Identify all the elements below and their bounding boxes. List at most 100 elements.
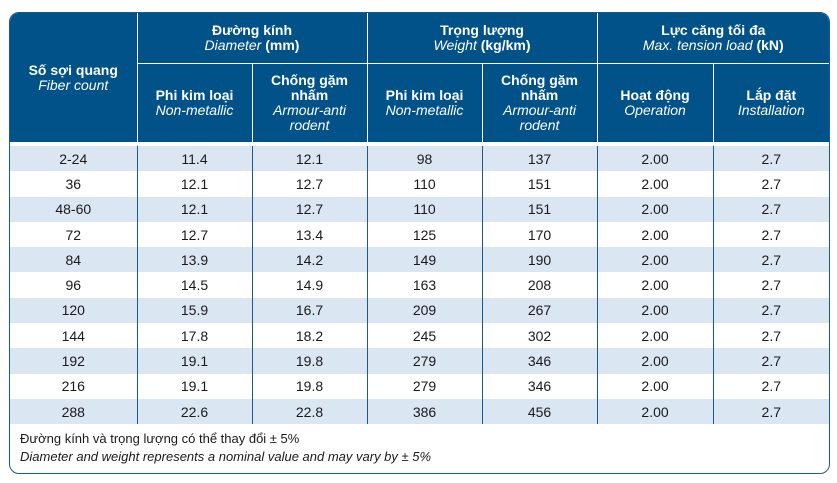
tension-installation-cell: 2.7 xyxy=(712,146,829,172)
table-row: 216 19.1 19.8 279 346 2.00 2.7 xyxy=(10,373,829,399)
table-row: 96 14.5 14.9 163 208 2.00 2.7 xyxy=(10,272,829,298)
table-row: 36 12.1 12.7 110 151 2.00 2.7 xyxy=(10,171,829,197)
fiber-spec-table: Số sợi quang Fiber count Đường kính Diam… xyxy=(10,13,829,425)
tension-operation-cell: 2.00 xyxy=(596,297,714,324)
diameter-nonmetal-cell: 13.9 xyxy=(136,247,252,273)
table-row: 192 19.1 19.8 279 346 2.00 2.7 xyxy=(10,348,829,374)
tension-operation-cell: 2.00 xyxy=(596,348,714,374)
diameter-armour-header: Chống gặm nhấm Armour-anti rodent xyxy=(251,63,368,143)
tension-operation-cell: 2.00 xyxy=(596,323,714,349)
weight-armour-cell: 190 xyxy=(481,247,598,273)
weight-nonmetal-cell: 163 xyxy=(366,272,483,298)
tension-installation-cell: 2.7 xyxy=(712,272,829,298)
weight-armour-cell: 170 xyxy=(481,221,598,248)
diameter-armour-cell: 12.7 xyxy=(251,196,368,222)
table-row: 288 22.6 22.8 386 456 2.00 2.7 xyxy=(10,398,829,425)
fiber-count-cell: 48-60 xyxy=(10,196,137,222)
diameter-armour-cell: 12.7 xyxy=(251,171,368,197)
diameter-armour-cell: 14.2 xyxy=(251,247,368,273)
table-row: 48-60 12.1 12.7 110 151 2.00 2.7 xyxy=(10,196,829,222)
weight-armour-cell: 456 xyxy=(481,398,598,425)
fiber-count-cell: 192 xyxy=(10,348,137,374)
table-body: 2-24 11.4 12.1 98 137 2.00 2.7 36 12.1 12.7 110 151… xyxy=(10,142,829,425)
tension-installation-cell: 2.7 xyxy=(712,171,829,197)
note-english: Diameter and weight represents a nominal… xyxy=(20,449,432,464)
diameter-nonmetal-cell: 12.7 xyxy=(136,221,252,248)
diameter-armour-cell: 12.1 xyxy=(251,146,368,172)
weight-nonmetal-cell: 209 xyxy=(366,297,483,324)
fiber-count-cell: 84 xyxy=(10,247,137,273)
tension-installation-cell: 2.7 xyxy=(712,348,829,374)
fiber-count-cell: 288 xyxy=(10,398,137,425)
note-vietnamese: Đường kính và trọng lượng có thể thay đổ… xyxy=(20,431,300,446)
tension-installation-cell: 2.7 xyxy=(712,221,829,248)
weight-armour-header: Chống gặm nhấm Armour-anti rodent xyxy=(481,63,598,143)
fiber-count-header: Số sợi quang Fiber count xyxy=(10,13,138,143)
fiber-count-cell: 96 xyxy=(10,272,137,298)
diameter-nonmetal-cell: 19.1 xyxy=(136,348,252,374)
weight-armour-cell: 151 xyxy=(481,171,598,197)
table-row: 72 12.7 13.4 125 170 2.00 2.7 xyxy=(10,221,829,248)
weight-nonmetal-cell: 386 xyxy=(366,398,483,425)
weight-nonmetal-header: Phi kim loại Non-metallic xyxy=(366,63,483,143)
weight-nonmetal-cell: 110 xyxy=(366,171,483,197)
table-row: 120 15.9 16.7 209 267 2.00 2.7 xyxy=(10,297,829,324)
tension-installation-header: Lắp đặt Installation xyxy=(712,63,829,143)
weight-armour-cell: 302 xyxy=(481,323,598,349)
diameter-header: Đường kính Diameter (mm) xyxy=(136,13,368,64)
weight-nonmetal-cell: 110 xyxy=(366,196,483,222)
tension-operation-cell: 2.00 xyxy=(596,398,714,425)
fiber-count-cell: 120 xyxy=(10,297,137,324)
diameter-armour-cell: 14.9 xyxy=(251,272,368,298)
weight-nonmetal-cell: 279 xyxy=(366,348,483,374)
tension-operation-header: Hoạt động Operation xyxy=(596,63,714,143)
spacer-cell xyxy=(10,142,829,146)
diameter-nonmetal-cell: 11.4 xyxy=(136,146,252,172)
diameter-armour-cell: 22.8 xyxy=(251,398,368,425)
weight-nonmetal-cell: 125 xyxy=(366,221,483,248)
diameter-nonmetal-cell: 12.1 xyxy=(136,171,252,197)
diameter-nonmetal-cell: 22.6 xyxy=(136,398,252,425)
diameter-armour-cell: 19.8 xyxy=(251,348,368,374)
fiber-count-cell: 216 xyxy=(10,373,137,399)
diameter-nonmetal-cell: 19.1 xyxy=(136,373,252,399)
tension-operation-cell: 2.00 xyxy=(596,373,714,399)
diameter-nonmetal-cell: 14.5 xyxy=(136,272,252,298)
weight-armour-cell: 346 xyxy=(481,373,598,399)
tension-operation-cell: 2.00 xyxy=(596,272,714,298)
weight-nonmetal-cell: 279 xyxy=(366,373,483,399)
weight-armour-cell: 267 xyxy=(481,297,598,324)
diameter-armour-cell: 18.2 xyxy=(251,323,368,349)
tension-installation-cell: 2.7 xyxy=(712,373,829,399)
header-spacer xyxy=(10,142,829,146)
weight-nonmetal-cell: 98 xyxy=(366,146,483,172)
weight-armour-cell: 151 xyxy=(481,196,598,222)
tension-installation-cell: 2.7 xyxy=(712,247,829,273)
diameter-nonmetal-cell: 15.9 xyxy=(136,297,252,324)
diameter-armour-cell: 16.7 xyxy=(251,297,368,324)
diameter-armour-cell: 13.4 xyxy=(251,221,368,248)
diameter-nonmetal-header: Phi kim loại Non-metallic xyxy=(136,63,253,143)
tension-operation-cell: 2.00 xyxy=(596,196,714,222)
fiber-count-cell: 72 xyxy=(10,221,137,248)
tension-installation-cell: 2.7 xyxy=(712,398,829,425)
weight-nonmetal-cell: 149 xyxy=(366,247,483,273)
weight-armour-cell: 346 xyxy=(481,348,598,374)
spec-table-frame: Số sợi quang Fiber count Đường kính Diam… xyxy=(9,12,830,474)
tension-installation-cell: 2.7 xyxy=(712,323,829,349)
fiber-count-cell: 36 xyxy=(10,171,137,197)
tension-installation-cell: 2.7 xyxy=(712,297,829,324)
table-row: 144 17.8 18.2 245 302 2.00 2.7 xyxy=(10,323,829,349)
diameter-armour-cell: 19.8 xyxy=(251,373,368,399)
fiber-count-cell: 2-24 xyxy=(10,146,137,172)
tension-header: Lực căng tối đa Max. tension load (kN) xyxy=(596,13,829,64)
tension-installation-cell: 2.7 xyxy=(712,196,829,222)
weight-armour-cell: 208 xyxy=(481,272,598,298)
tension-operation-cell: 2.00 xyxy=(596,247,714,273)
weight-nonmetal-cell: 245 xyxy=(366,323,483,349)
diameter-nonmetal-cell: 12.1 xyxy=(136,196,252,222)
tension-operation-cell: 2.00 xyxy=(596,146,714,172)
table-row: 2-24 11.4 12.1 98 137 2.00 2.7 xyxy=(10,146,829,172)
diameter-nonmetal-cell: 17.8 xyxy=(136,323,252,349)
weight-header: Trọng lượng Weight (kg/km) xyxy=(366,13,598,64)
